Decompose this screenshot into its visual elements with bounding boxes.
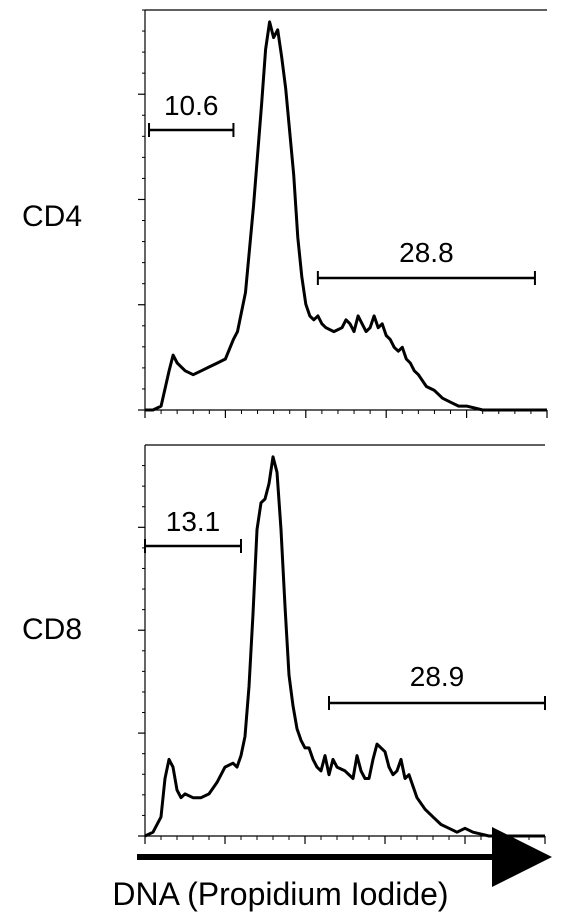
gate-label: 13.1 [166, 506, 221, 537]
cd8-row-label: CD8 [22, 613, 83, 646]
x-axis-label: DNA (Propidium Iodide) [112, 876, 449, 912]
gate-label: 10.6 [164, 90, 219, 121]
histogram-line [144, 455, 545, 838]
gate-label: 28.8 [399, 237, 454, 268]
histogram-line [145, 20, 547, 412]
gate-label: 28.9 [410, 661, 465, 692]
cd8-histogram-panel: 13.1 28.9 [138, 444, 546, 844]
cd4-histogram-panel: 10.6 28.8 [138, 9, 548, 418]
cd4-row-label: CD4 [22, 200, 83, 233]
